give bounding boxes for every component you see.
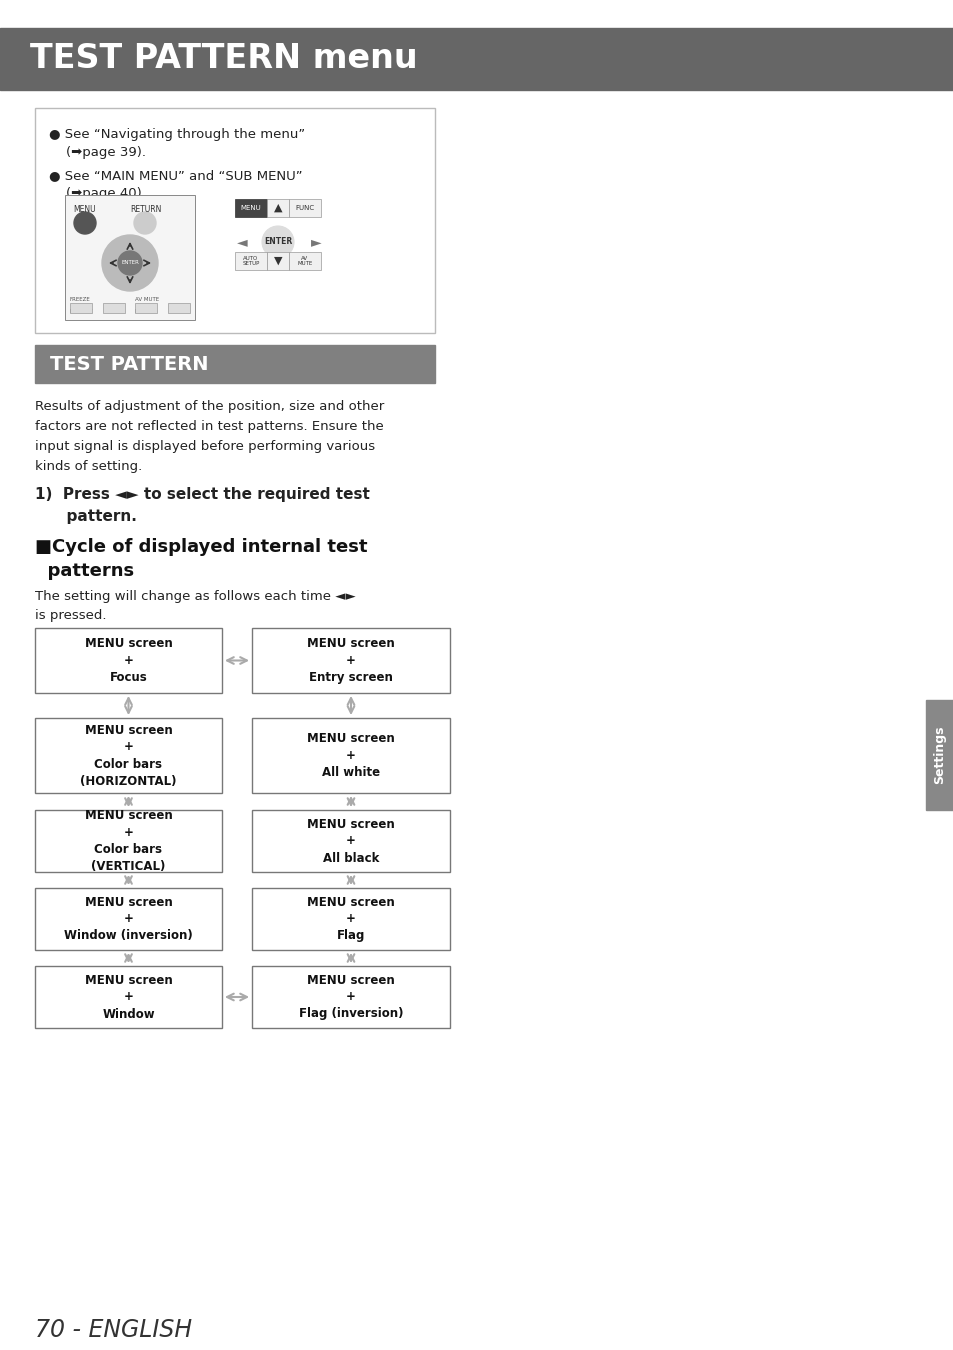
Text: factors are not reflected in test patterns. Ensure the: factors are not reflected in test patter… <box>35 420 383 433</box>
Bar <box>65 194 194 320</box>
Text: ►: ► <box>311 235 321 248</box>
Bar <box>0 28 953 90</box>
Text: MENU screen
+
Window: MENU screen + Window <box>85 973 172 1021</box>
Text: MENU screen
+
Flag (inversion): MENU screen + Flag (inversion) <box>298 973 403 1021</box>
Bar <box>35 810 222 872</box>
Bar <box>35 346 435 383</box>
Text: AV MUTE: AV MUTE <box>135 297 159 302</box>
Text: ECO: ECO <box>135 309 146 315</box>
Text: MENU screen
+
Window (inversion): MENU screen + Window (inversion) <box>64 895 193 942</box>
Text: ENTER: ENTER <box>121 261 139 265</box>
Text: MENU: MENU <box>73 205 95 215</box>
Text: ■Cycle of displayed internal test: ■Cycle of displayed internal test <box>35 539 367 556</box>
Text: MENU: MENU <box>240 205 261 211</box>
Text: (➡page 39).: (➡page 39). <box>49 146 146 159</box>
Text: patterns: patterns <box>35 562 134 580</box>
Text: AUTO
SETUP: AUTO SETUP <box>242 255 259 266</box>
Text: kinds of setting.: kinds of setting. <box>35 460 142 472</box>
Circle shape <box>118 251 142 275</box>
Text: MENU screen
+
All white: MENU screen + All white <box>307 732 395 779</box>
Text: DEFAULT: DEFAULT <box>70 309 93 315</box>
Bar <box>35 628 222 693</box>
Text: ▲: ▲ <box>274 202 282 213</box>
Text: FREEZE: FREEZE <box>70 297 91 302</box>
Bar <box>35 108 435 333</box>
Text: pattern.: pattern. <box>35 509 136 524</box>
Text: is pressed.: is pressed. <box>35 609 107 622</box>
Text: ▼: ▼ <box>274 256 282 266</box>
Bar <box>252 888 450 950</box>
Text: MENU screen
+
Focus: MENU screen + Focus <box>85 637 172 684</box>
Bar <box>234 252 267 270</box>
Text: MENU screen
+
Flag: MENU screen + Flag <box>307 895 395 942</box>
Bar <box>267 252 289 270</box>
Text: (➡page 40).: (➡page 40). <box>49 188 146 200</box>
Text: Settings: Settings <box>933 726 945 784</box>
Bar <box>168 302 190 313</box>
Text: TEST PATTERN: TEST PATTERN <box>50 355 209 374</box>
Bar <box>267 198 289 217</box>
Text: MENU screen
+
Entry screen: MENU screen + Entry screen <box>307 637 395 684</box>
Bar <box>103 302 125 313</box>
Bar <box>289 198 320 217</box>
Text: FUNC: FUNC <box>295 205 314 211</box>
Circle shape <box>74 212 96 234</box>
Text: Results of adjustment of the position, size and other: Results of adjustment of the position, s… <box>35 400 384 413</box>
Circle shape <box>133 212 156 234</box>
Text: ENTER: ENTER <box>264 238 292 246</box>
Bar <box>252 967 450 1027</box>
Text: 70 - ENGLISH: 70 - ENGLISH <box>35 1318 192 1342</box>
Text: AV
MUTE: AV MUTE <box>297 255 313 266</box>
Bar <box>925 701 953 810</box>
Text: ◄: ◄ <box>236 235 248 248</box>
Text: TEST PATTERN menu: TEST PATTERN menu <box>30 42 417 76</box>
Bar <box>234 198 267 217</box>
Bar <box>35 888 222 950</box>
Bar <box>252 718 450 792</box>
Bar <box>289 252 320 270</box>
Bar <box>35 718 222 792</box>
Bar <box>252 628 450 693</box>
Bar <box>35 967 222 1027</box>
Text: RETURN: RETURN <box>130 205 161 215</box>
Bar <box>70 302 91 313</box>
Text: ● See “Navigating through the menu”: ● See “Navigating through the menu” <box>49 128 305 140</box>
Text: MENU screen
+
Color bars
(VERTICAL): MENU screen + Color bars (VERTICAL) <box>85 809 172 873</box>
Text: input signal is displayed before performing various: input signal is displayed before perform… <box>35 440 375 454</box>
Bar <box>135 302 157 313</box>
Text: ● See “MAIN MENU” and “SUB MENU”: ● See “MAIN MENU” and “SUB MENU” <box>49 169 302 182</box>
Text: 1)  Press ◄► to select the required test: 1) Press ◄► to select the required test <box>35 487 370 502</box>
Text: MENU screen
+
All black: MENU screen + All black <box>307 818 395 864</box>
Text: The setting will change as follows each time ◄►: The setting will change as follows each … <box>35 590 355 603</box>
Text: MENU screen
+
Color bars
(HORIZONTAL): MENU screen + Color bars (HORIZONTAL) <box>80 724 176 787</box>
Circle shape <box>102 235 158 292</box>
Circle shape <box>262 225 294 258</box>
Bar <box>252 810 450 872</box>
